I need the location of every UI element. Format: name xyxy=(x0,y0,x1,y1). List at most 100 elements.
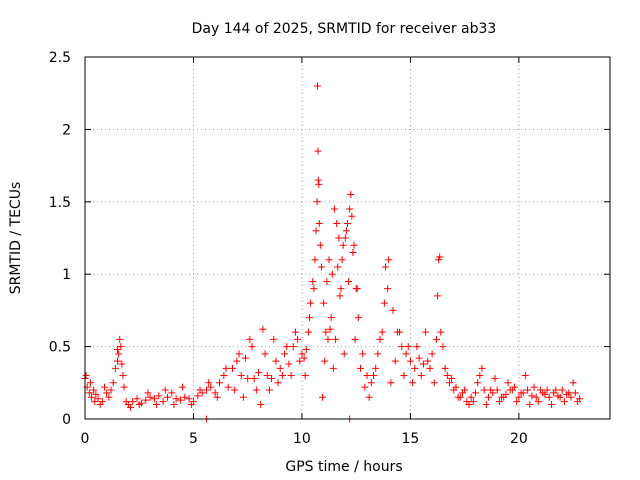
data-point xyxy=(255,369,263,377)
data-point xyxy=(213,393,221,401)
data-point xyxy=(296,357,304,365)
y-tick-label: 2.5 xyxy=(49,50,71,66)
data-point xyxy=(351,335,359,343)
data-point xyxy=(88,393,96,401)
data-point xyxy=(342,227,350,235)
data-point xyxy=(133,395,141,403)
x-tick-label: 10 xyxy=(293,431,311,447)
data-point xyxy=(229,364,237,372)
data-point xyxy=(327,314,335,322)
chart-title: Day 144 of 2025, SRMTID for receiver ab3… xyxy=(192,21,497,37)
data-point xyxy=(508,386,516,394)
data-point xyxy=(265,386,273,394)
data-point xyxy=(448,374,456,382)
data-point xyxy=(338,256,346,264)
data-point xyxy=(109,379,117,387)
data-point xyxy=(237,372,245,380)
data-point xyxy=(304,328,312,336)
data-point xyxy=(384,285,392,293)
data-point xyxy=(391,357,399,365)
data-point xyxy=(436,253,444,261)
data-point xyxy=(345,277,353,285)
y-tick-label: 1.5 xyxy=(49,195,71,211)
data-point xyxy=(370,372,378,380)
data-point xyxy=(211,389,219,397)
data-point xyxy=(90,386,98,394)
data-point xyxy=(432,335,440,343)
data-point xyxy=(194,392,202,400)
data-point xyxy=(244,374,252,382)
data-point xyxy=(302,345,310,353)
data-point xyxy=(357,364,365,372)
data-point xyxy=(330,205,338,213)
data-point xyxy=(324,335,332,343)
y-axis-label: SRMTID / TECUs xyxy=(8,182,24,295)
data-point xyxy=(287,372,295,380)
data-point xyxy=(322,328,330,336)
data-point xyxy=(107,386,115,394)
data-point xyxy=(482,401,490,409)
data-point xyxy=(415,354,423,362)
y-tick-label: 0.5 xyxy=(49,340,71,356)
data-point xyxy=(181,393,189,401)
data-point xyxy=(349,248,357,256)
data-point xyxy=(517,389,525,397)
data-point xyxy=(294,335,302,343)
data-point xyxy=(222,364,230,372)
data-point xyxy=(361,383,369,391)
data-point xyxy=(359,350,367,358)
data-point xyxy=(105,393,113,401)
data-point xyxy=(111,364,119,372)
data-point xyxy=(261,350,269,358)
data-point xyxy=(142,396,150,404)
data-point xyxy=(424,357,432,365)
y-tick-label: 0 xyxy=(62,412,71,428)
data-point xyxy=(428,350,436,358)
data-point xyxy=(434,292,442,300)
data-point xyxy=(242,354,250,362)
data-point xyxy=(246,335,254,343)
data-point xyxy=(309,277,317,285)
data-point xyxy=(168,389,176,397)
grid-lines xyxy=(85,57,610,419)
data-point xyxy=(339,241,347,249)
data-point xyxy=(419,360,427,368)
data-point xyxy=(257,401,265,409)
data-point xyxy=(207,383,215,391)
data-point xyxy=(268,374,276,382)
data-point xyxy=(452,383,460,391)
data-point xyxy=(289,343,297,351)
data-point xyxy=(161,386,169,394)
data-point xyxy=(437,328,445,336)
data-point xyxy=(312,227,320,235)
data-point xyxy=(250,374,258,382)
data-point xyxy=(387,379,395,387)
data-point xyxy=(524,386,532,394)
data-point xyxy=(556,393,564,401)
data-point xyxy=(328,270,336,278)
data-point xyxy=(515,393,523,401)
plot-frame xyxy=(84,56,611,420)
data-point xyxy=(153,401,161,409)
data-point xyxy=(270,335,278,343)
data-point xyxy=(347,191,355,199)
data-point xyxy=(118,360,126,368)
data-point xyxy=(163,393,171,401)
data-point xyxy=(314,147,322,155)
data-point xyxy=(114,357,122,365)
x-tick-label: 0 xyxy=(81,431,90,447)
data-point xyxy=(435,256,443,264)
data-point xyxy=(500,393,508,401)
data-point xyxy=(376,335,384,343)
data-point xyxy=(86,379,94,387)
data-point xyxy=(315,180,323,188)
data-point xyxy=(354,314,362,322)
data-points xyxy=(81,82,584,423)
data-point xyxy=(307,299,315,307)
data-point xyxy=(495,398,503,406)
data-point xyxy=(285,360,293,368)
data-point xyxy=(398,343,406,351)
data-point xyxy=(119,372,127,380)
